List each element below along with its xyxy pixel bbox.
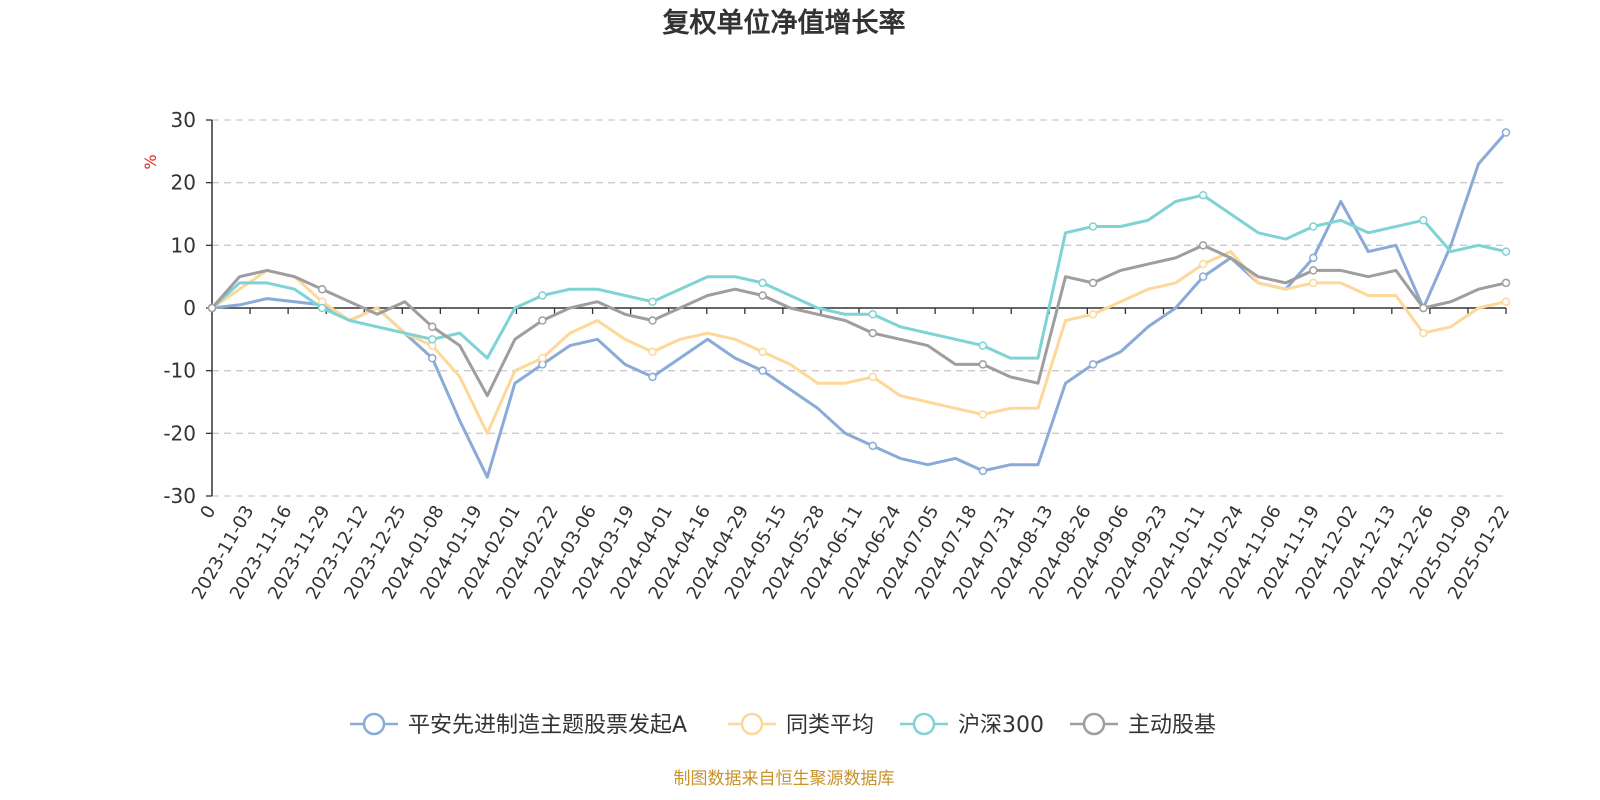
series-point: [1088, 310, 1098, 319]
series-point: [758, 347, 767, 357]
series-point: [1501, 297, 1511, 306]
series-point: [1088, 222, 1098, 231]
chart-title: 复权单位净值增长率: [663, 7, 906, 39]
series-point: [538, 291, 547, 300]
series-point: [428, 322, 437, 332]
series-point: [758, 291, 767, 300]
legend[interactable]: 平安先进制造主题股票发起A 同类平均 沪深300 主动股基: [350, 712, 1216, 738]
y-tick-labels: 30 20 10 0 -10 -20 -30: [163, 108, 196, 508]
series-point: [428, 335, 437, 344]
series-lines: [207, 128, 1511, 479]
series-point: [538, 316, 547, 325]
series-point: [1309, 222, 1318, 231]
y-axis-unit: %: [141, 154, 160, 169]
legend-item-0[interactable]: 平安先进制造主题股票发起A: [350, 712, 687, 738]
series-point: [648, 297, 657, 306]
series-point: [207, 303, 217, 313]
y-tick-label: -30: [163, 484, 196, 508]
grid-lines: [206, 119, 1506, 497]
series-point: [538, 353, 547, 363]
series-point: [1088, 360, 1098, 369]
series-point: [1198, 241, 1208, 250]
series-point: [1419, 216, 1428, 225]
series-point: [978, 410, 988, 419]
series-point: [428, 353, 437, 363]
legend-item-1[interactable]: 同类平均: [728, 712, 874, 738]
y-tick-label: 10: [171, 233, 196, 257]
series-point: [317, 303, 327, 313]
series-point: [1419, 303, 1428, 313]
legend-label: 平安先进制造主题股票发起A: [408, 713, 687, 738]
series-point: [1309, 266, 1318, 275]
legend-marker: [362, 712, 386, 736]
series-point: [758, 278, 767, 288]
y-tick-label: -20: [163, 421, 196, 445]
series-line-2: [210, 193, 1507, 360]
y-tick-label: 0: [183, 296, 196, 320]
series-point: [868, 372, 878, 382]
series-point: [978, 360, 988, 369]
legend-marker: [912, 712, 936, 736]
series-point: [648, 347, 657, 357]
series-point: [1198, 272, 1208, 281]
series-point: [978, 466, 988, 476]
series-line-0: [211, 131, 1508, 479]
series-point: [1419, 328, 1428, 338]
series-point: [1501, 247, 1511, 256]
legend-marker: [740, 712, 764, 736]
series-point: [1501, 128, 1511, 137]
series-point: [648, 316, 657, 325]
series-line-3: [210, 243, 1507, 398]
series-point: [868, 441, 878, 451]
series-point: [1309, 278, 1318, 288]
series-point: [317, 284, 327, 294]
series-point: [758, 366, 767, 375]
legend-item-2[interactable]: 沪深300: [900, 712, 1044, 738]
series-point: [868, 310, 878, 319]
series-point: [1309, 253, 1318, 263]
series-point: [978, 341, 988, 350]
series-point: [1501, 278, 1511, 288]
series-point: [868, 328, 878, 338]
y-tick-label: 20: [171, 171, 196, 195]
series-point: [1198, 259, 1208, 269]
y-tick-label: 30: [171, 108, 196, 132]
x-tick-labels: 02023-11-032023-11-162023-11-292023-12-1…: [188, 502, 1514, 603]
legend-label: 主动股基: [1128, 713, 1216, 738]
legend-label: 同类平均: [786, 713, 874, 738]
legend-label: 沪深300: [958, 713, 1044, 738]
y-tick-label: -10: [163, 359, 196, 383]
x-tick-label: 0: [196, 502, 220, 522]
series-point: [1198, 190, 1208, 200]
legend-marker: [1082, 712, 1106, 736]
legend-item-3[interactable]: 主动股基: [1070, 712, 1216, 738]
series-point: [648, 372, 657, 382]
series-point: [1088, 278, 1098, 288]
data-source-note: 制图数据来自恒生聚源数据库: [674, 769, 895, 789]
series-line-1: [211, 250, 1507, 435]
